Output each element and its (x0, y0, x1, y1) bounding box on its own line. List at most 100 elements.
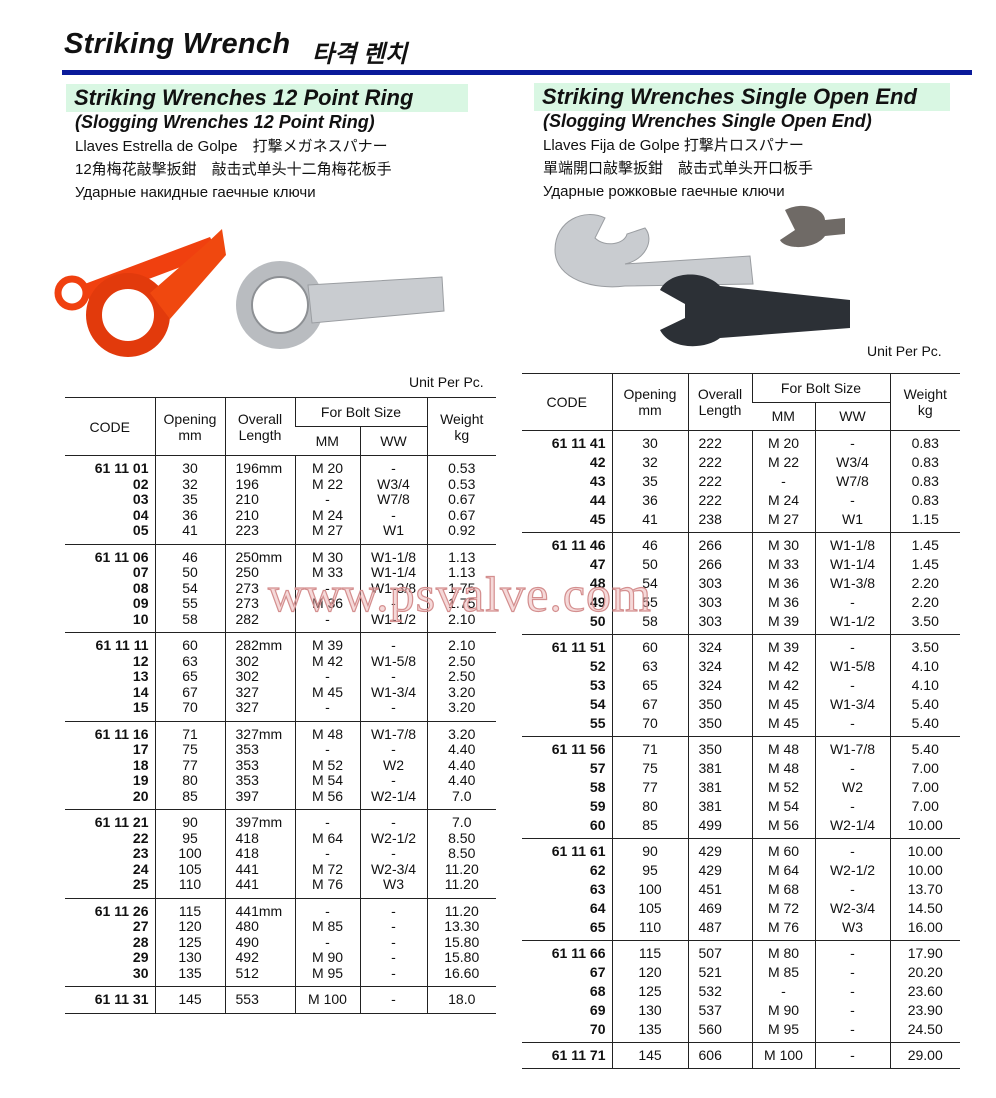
value-bolt-ww: - (850, 492, 855, 508)
cell-opening: 145 (611, 1042, 688, 1069)
value-bolt-mm: M 27 (311, 522, 344, 538)
value-bolt-ww: W1-1/2 (829, 613, 876, 629)
value-bolt-mm: M 60 (767, 843, 800, 859)
value-overall-length: 250mm (235, 548, 283, 565)
value-bolt-mm: M 22 (311, 475, 344, 492)
value-overall-length: 499 (698, 817, 722, 833)
cell-opening: 115 120 125 130 135 (154, 898, 225, 987)
value-opening: 55 (182, 595, 198, 611)
value-opening: 115 (638, 945, 662, 961)
value-overall-length: 303 (698, 594, 722, 610)
value-opening: 60 (182, 637, 198, 653)
value-weight: 7.0 (452, 787, 472, 804)
value-bolt-mm: M 72 (767, 900, 800, 916)
value-code: 65 (589, 919, 606, 935)
cell-overall-length: 327mm 353 353 353 397 (224, 721, 295, 810)
right-unit-note: Unit Per Pc. (867, 343, 942, 359)
value-opening: 120 (638, 964, 662, 980)
value-code: 49 (589, 594, 606, 610)
value-opening: 65 (642, 677, 658, 693)
value-bolt-ww: W1-1/2 (370, 610, 417, 627)
cell-weight: 10.00 10.00 13.70 14.50 16.00 (889, 838, 960, 941)
cell-bolt-mm: M 39 M 42- M 45- (294, 632, 360, 722)
value-weight: 0.83 (911, 454, 939, 470)
cell-opening: 46 50 54 55 58 (154, 544, 225, 633)
value-overall-length: 327 (235, 699, 259, 715)
value-overall-length: 327 (235, 683, 259, 700)
value-bolt-mm: M 64 (311, 829, 344, 846)
value-weight: 1.75 (448, 595, 476, 611)
value-bolt-ww: W1-1/8 (829, 537, 876, 553)
right-heading: Striking Wrenches Single Open End (534, 83, 950, 111)
value-bolt-mm: - (325, 814, 330, 830)
value-overall-length: 210 (235, 506, 259, 523)
cell-bolt-mm: M 30 M 33- M 36- (294, 544, 360, 633)
header-overall-length: Overall Length (224, 397, 295, 456)
value-overall-length: 537 (698, 1002, 722, 1018)
table-row-group: 61 11 61 62 63 64 65 90 95 100 105 110 429 429 451 46… (522, 838, 960, 941)
value-code: 69 (589, 1002, 606, 1018)
right-subheading: (Slogging Wrenches Single Open End) (543, 111, 872, 131)
value-overall-length: 487 (698, 919, 722, 935)
value-weight: 1.45 (911, 556, 939, 572)
value-bolt-ww: W3 (842, 919, 863, 935)
value-weight: 3.20 (448, 683, 476, 700)
header-code: CODE (89, 418, 130, 435)
header-row: CODE Opening mm Overall Length For Bolt Siz… (522, 373, 960, 431)
cell-weight: 5.40 7.00 7.00 7.00 10.00 (889, 736, 960, 839)
value-opening: 77 (642, 779, 658, 795)
value-opening: 115 (178, 902, 202, 919)
value-weight: 2.20 (911, 594, 939, 610)
value-bolt-mm: M 54 (767, 798, 800, 814)
right-section-header: Striking Wrenches Single Open End (Slogg… (534, 83, 950, 203)
cell-code: 61 11 01 02 03 04 05 (65, 455, 155, 545)
value-bolt-mm: - (325, 741, 330, 757)
value-bolt-mm: M 33 (311, 564, 344, 580)
cell-bolt-ww: - - - - - (814, 940, 890, 1043)
value-code: 03 (132, 491, 149, 507)
value-bolt-ww: W1-3/8 (829, 575, 876, 591)
value-bolt-mm: M 95 (311, 964, 344, 981)
value-code: 61 11 21 (94, 814, 149, 830)
value-code: 05 (132, 522, 149, 538)
value-code: 09 (132, 595, 149, 611)
cell-bolt-ww: - W3/4 W7/8- W1 (359, 455, 427, 545)
value-bolt-mm: - (325, 579, 330, 596)
value-opening: 120 (178, 918, 202, 934)
value-bolt-ww: - (391, 918, 396, 934)
cell-code: 61 11 66 67 68 69 70 (522, 940, 612, 1043)
value-bolt-ww: W1-1/8 (370, 548, 417, 565)
value-code: 27 (132, 918, 149, 934)
value-bolt-ww: W1-7/8 (829, 741, 876, 757)
cell-opening: 71 75 77 80 85 (611, 736, 688, 839)
value-code: 64 (589, 900, 606, 916)
cell-overall-length: 282mm 302 302 327 327 (224, 632, 295, 722)
table-row-group: 61 11 66 67 68 69 70 115 120 125 130 135 507 521 532… (522, 940, 960, 1043)
value-weight: 10.00 (907, 817, 943, 833)
cell-code: 61 11 16 17 18 19 20 (65, 721, 155, 810)
cell-bolt-mm: M 48- M 52 M 54 M 56 (294, 721, 360, 810)
cell-bolt-ww: - W2-1/2- W2-3/4 W3 (359, 809, 427, 899)
value-bolt-mm: M 20 (311, 460, 344, 476)
value-bolt-mm: M 30 (311, 548, 344, 565)
cell-bolt-ww: - W1-5/8 - W1-3/4 - (814, 634, 890, 737)
value-bolt-ww: - (850, 1047, 855, 1063)
value-code: 44 (589, 492, 606, 508)
value-overall-length: 381 (698, 760, 722, 776)
value-code: 07 (132, 564, 149, 580)
value-weight: 8.50 (448, 829, 476, 846)
value-bolt-mm: M 52 (767, 779, 800, 795)
value-bolt-ww: - (391, 933, 396, 950)
value-bolt-ww: - (391, 637, 396, 653)
cell-weight: 7.0 8.50 8.50 11.20 11.20 (426, 809, 496, 899)
cell-bolt-mm: -M 64- M 72 M 76 (294, 809, 360, 899)
value-overall-length: 492 (235, 949, 259, 965)
value-bolt-mm: M 36 (767, 594, 800, 610)
value-weight: 4.10 (911, 658, 939, 674)
value-opening: 125 (638, 983, 662, 999)
value-code: 67 (589, 964, 606, 980)
value-weight: 0.53 (448, 460, 476, 476)
value-weight: 5.40 (911, 715, 939, 731)
value-bolt-mm: M 42 (311, 652, 344, 669)
cell-overall-length: 429 429 451 469 487 (687, 838, 752, 941)
